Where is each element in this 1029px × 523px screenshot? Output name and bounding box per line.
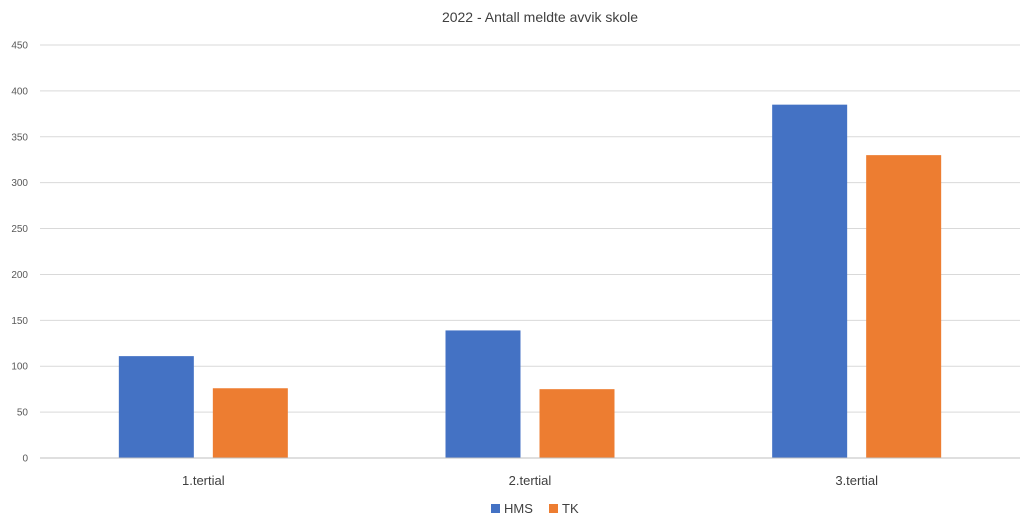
- y-axis-ticks: 0 50 100 150 200 250 300 350 400 450: [11, 41, 28, 465]
- bar-hms-3: [772, 104, 848, 459]
- bar-hms-1: [118, 356, 194, 458]
- bars: [118, 104, 942, 459]
- legend-swatch: [491, 504, 500, 513]
- chart-title: 2022 - Antall meldte avvik skole: [442, 9, 638, 25]
- y-tick-label: 400: [11, 86, 28, 97]
- y-tick-label: 250: [11, 224, 28, 235]
- legend: HMS TK: [491, 501, 579, 516]
- x-axis-ticks: 1.tertial 2.tertial 3.tertial: [182, 473, 878, 488]
- y-tick-label: 350: [11, 132, 28, 143]
- x-tick-label: 1.tertial: [182, 473, 225, 488]
- x-tick-label: 2.tertial: [509, 473, 552, 488]
- bar-tk-3: [866, 155, 942, 458]
- legend-label: HMS: [504, 501, 533, 516]
- x-tick-label: 3.tertial: [835, 473, 878, 488]
- y-tick-label: 150: [11, 316, 28, 327]
- gridlines: [40, 44, 1020, 413]
- y-tick-label: 450: [11, 41, 28, 52]
- y-tick-label: 100: [11, 362, 28, 373]
- legend-swatch: [549, 504, 558, 513]
- y-tick-label: 300: [11, 178, 28, 189]
- legend-label: TK: [562, 501, 579, 516]
- legend-item-tk: TK: [549, 501, 579, 516]
- y-tick-label: 200: [11, 270, 28, 281]
- y-tick-label: 50: [17, 408, 29, 419]
- bar-hms-2: [445, 330, 521, 458]
- bar-tk-2: [539, 389, 615, 458]
- y-tick-label: 0: [22, 454, 28, 465]
- legend-item-hms: HMS: [491, 501, 533, 516]
- bar-tk-1: [212, 388, 288, 458]
